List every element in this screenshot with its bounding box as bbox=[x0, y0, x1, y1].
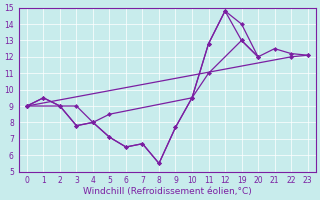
X-axis label: Windchill (Refroidissement éolien,°C): Windchill (Refroidissement éolien,°C) bbox=[83, 187, 252, 196]
